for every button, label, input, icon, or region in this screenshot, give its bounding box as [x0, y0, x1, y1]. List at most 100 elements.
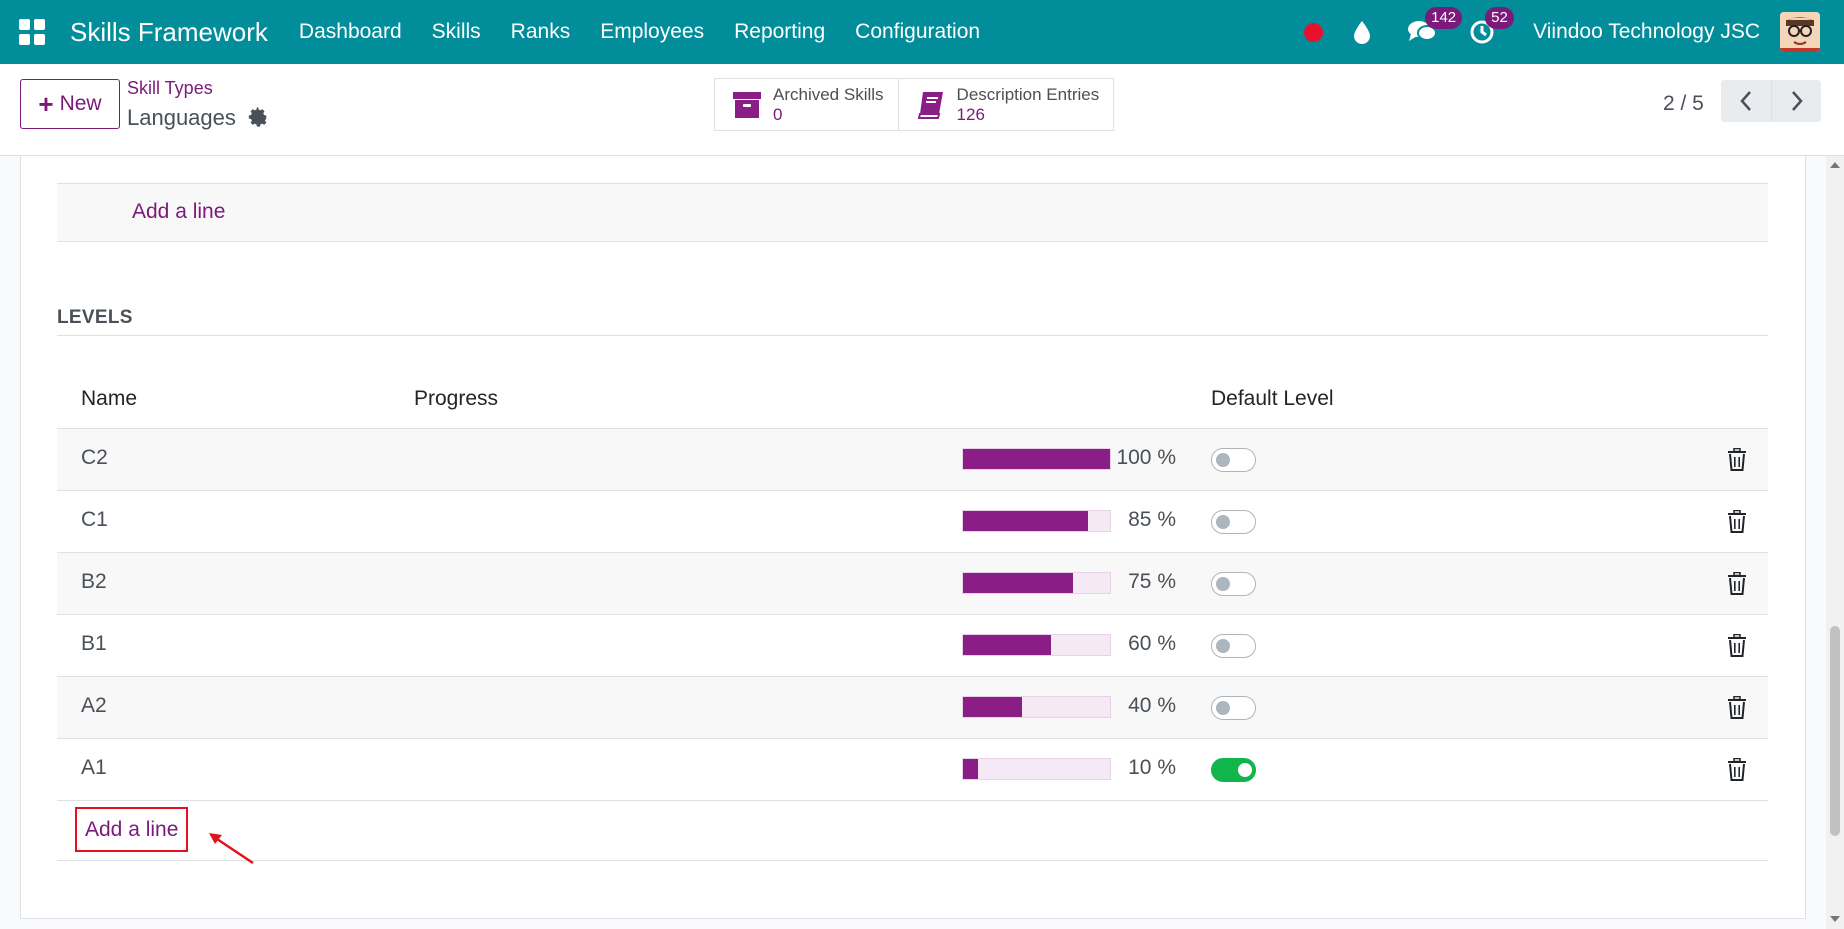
form-sheet: Add a line LEVELS Name Progress Default … [20, 156, 1806, 919]
menu-item-ranks[interactable]: Ranks [510, 20, 571, 43]
level-name[interactable]: C1 [81, 508, 108, 531]
table-row[interactable]: C1 85 % [57, 491, 1768, 553]
column-header-name[interactable]: Name [81, 387, 138, 410]
control-panel: + New Skill Types Languages Archived Ski… [0, 64, 1844, 156]
progress-bar-fill [963, 449, 1110, 469]
menu-item-employees[interactable]: Employees [600, 20, 705, 43]
add-a-line-button[interactable]: Add a line [75, 807, 189, 852]
column-header-default-level[interactable]: Default Level [1211, 387, 1334, 410]
table-row[interactable]: B2 75 % [57, 553, 1768, 615]
trash-icon[interactable] [1726, 448, 1748, 472]
gear-icon[interactable] [247, 106, 269, 128]
progress-value: 40 % [1128, 694, 1176, 717]
toggle-knob [1216, 701, 1230, 715]
level-name[interactable]: B2 [81, 570, 107, 593]
record-title: Languages [127, 105, 236, 130]
table-row[interactable]: C2 100 % [57, 429, 1768, 491]
scroll-thumb[interactable] [1830, 626, 1840, 836]
menu-item-dashboard[interactable]: Dashboard [298, 20, 402, 43]
progress-bar [962, 696, 1111, 718]
company-name[interactable]: Viindoo Technology JSC [1533, 20, 1760, 43]
app-brand[interactable]: Skills Framework [70, 16, 268, 47]
toggle-knob [1238, 763, 1252, 777]
toggle-knob [1216, 639, 1230, 653]
level-name[interactable]: A2 [81, 694, 107, 717]
level-name[interactable]: C2 [81, 446, 108, 469]
smart-buttons: Archived Skills 0 Description Entries 12… [714, 78, 1115, 131]
trash-icon[interactable] [1726, 572, 1748, 596]
toggle-knob [1216, 453, 1230, 467]
scroll-down-icon[interactable] [1830, 916, 1840, 922]
archived-skills-count: 0 [773, 104, 783, 124]
scroll-up-icon[interactable] [1830, 162, 1840, 168]
trash-icon[interactable] [1726, 758, 1748, 782]
progress-bar-fill [963, 511, 1088, 531]
drop-icon[interactable] [1347, 17, 1377, 47]
progress-value: 10 % [1128, 756, 1176, 779]
pager-value[interactable]: 2 / 5 [1663, 92, 1704, 115]
top-navbar: Skills Framework Dashboard Skills Ranks … [0, 0, 1844, 64]
default-level-toggle[interactable] [1211, 696, 1256, 720]
page-scrollbar[interactable] [1826, 156, 1844, 929]
activities-badge: 52 [1485, 7, 1514, 29]
pager-next-button[interactable] [1771, 80, 1821, 122]
trash-icon[interactable] [1726, 696, 1748, 720]
archive-icon [733, 91, 761, 118]
default-level-toggle[interactable] [1211, 510, 1256, 534]
previous-list-add-row: Add a line [57, 183, 1768, 242]
progress-value: 75 % [1128, 570, 1176, 593]
description-entries-label: Description Entries [956, 84, 1100, 104]
archived-skills-label: Archived Skills [773, 84, 884, 104]
main-menu: Dashboard Skills Ranks Employees Reporti… [284, 20, 995, 44]
column-header-progress[interactable]: Progress [414, 387, 499, 410]
annotation-arrow-icon [209, 833, 254, 865]
menu-item-configuration[interactable]: Configuration [855, 20, 981, 43]
menu-item-reporting[interactable]: Reporting [734, 20, 826, 43]
description-entries-count: 126 [956, 104, 985, 124]
progress-bar [962, 448, 1111, 470]
level-name[interactable]: B1 [81, 632, 107, 655]
toggle-knob [1216, 577, 1230, 591]
table-row[interactable]: B1 60 % [57, 615, 1768, 677]
default-level-toggle[interactable] [1211, 634, 1256, 658]
toggle-knob [1216, 515, 1230, 529]
default-level-toggle[interactable] [1211, 758, 1256, 782]
progress-bar [962, 634, 1111, 656]
chevron-right-icon [1791, 91, 1803, 111]
add-a-line-link[interactable]: Add a line [132, 200, 226, 223]
levels-section-title: LEVELS [57, 307, 133, 328]
apps-menu-icon[interactable] [16, 16, 48, 48]
progress-value: 60 % [1128, 632, 1176, 655]
menu-item-skills[interactable]: Skills [431, 20, 481, 43]
default-level-toggle[interactable] [1211, 572, 1256, 596]
level-name[interactable]: A1 [81, 756, 107, 779]
section-divider [57, 335, 1768, 336]
activity-clock-icon[interactable]: 52 [1467, 7, 1514, 47]
progress-value: 100 % [1116, 446, 1176, 469]
add-line-row: Add a line [57, 801, 1768, 865]
table-body: C2 100 % C1 85 % B2 75 % B1 60 % A2 40 % A1 10 % [57, 429, 1768, 801]
progress-bar [962, 758, 1111, 780]
trash-icon[interactable] [1726, 510, 1748, 534]
user-avatar[interactable] [1780, 12, 1820, 52]
messages-icon[interactable]: 142 [1407, 7, 1463, 47]
progress-bar [962, 510, 1111, 532]
navbar-systray: 142 52 Viindoo Technology JSC [1304, 0, 1844, 64]
pager-previous-button[interactable] [1721, 80, 1771, 122]
table-row[interactable]: A2 40 % [57, 677, 1768, 739]
archived-skills-button[interactable]: Archived Skills 0 [715, 79, 898, 130]
record-icon[interactable] [1304, 22, 1324, 42]
chevron-left-icon [1740, 91, 1751, 111]
breadcrumb-skill-types[interactable]: Skill Types [127, 78, 213, 98]
progress-bar-fill [963, 759, 978, 779]
new-button[interactable]: + New [20, 79, 120, 129]
progress-value: 85 % [1128, 508, 1176, 531]
table-header: Name Progress Default Level [57, 371, 1768, 429]
messages-badge: 142 [1425, 7, 1463, 29]
default-level-toggle[interactable] [1211, 448, 1256, 472]
plus-icon: + [38, 89, 54, 119]
progress-bar [962, 572, 1111, 594]
table-row[interactable]: A1 10 % [57, 739, 1768, 801]
trash-icon[interactable] [1726, 634, 1748, 658]
description-entries-button[interactable]: Description Entries 126 [897, 79, 1114, 130]
